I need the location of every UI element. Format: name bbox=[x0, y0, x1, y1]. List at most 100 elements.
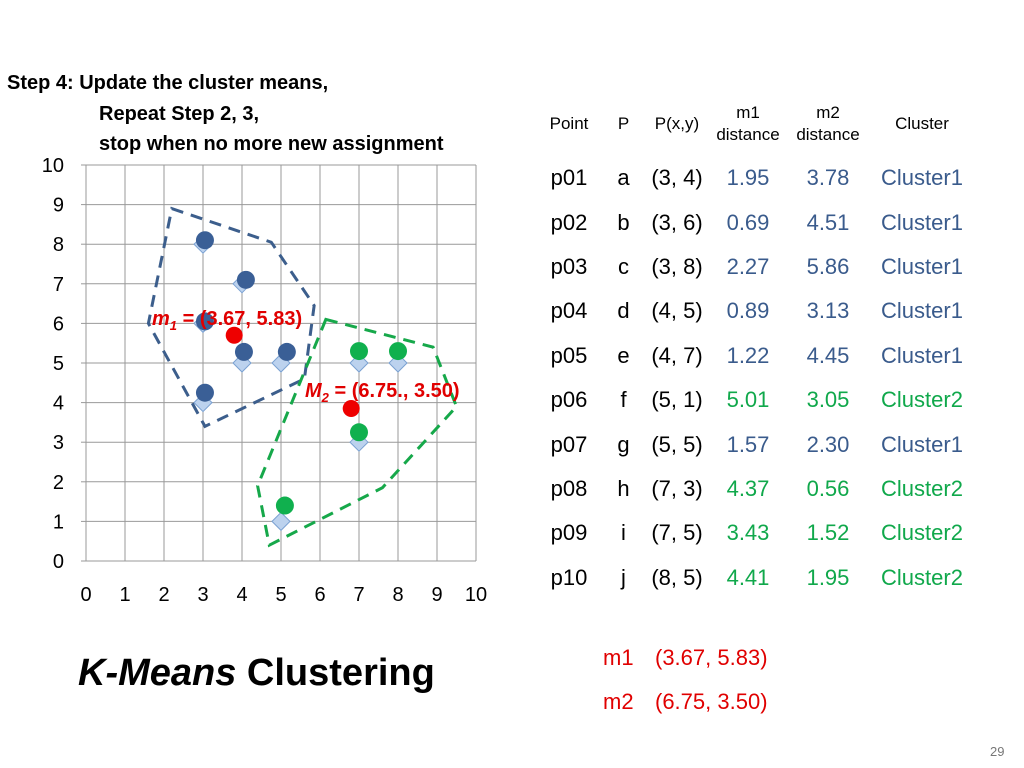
table-body: p01 a (3, 4) 1.95 3.78 Cluster1 p02 b (3, 6) 0.69… bbox=[537, 156, 976, 600]
cell-m2: 5.86 bbox=[806, 253, 850, 279]
step-heading: Step 4: Update the cluster means, Repeat… bbox=[7, 68, 444, 160]
cell-m1: 1.22 bbox=[726, 342, 770, 368]
cell-p: j bbox=[621, 564, 626, 590]
table-row: p10 j (8, 5) 4.41 1.95 Cluster2 bbox=[537, 556, 976, 600]
y-tick-label: 8 bbox=[53, 234, 64, 256]
x-tick-label: 9 bbox=[431, 584, 442, 606]
y-tick-label: 5 bbox=[53, 353, 64, 375]
x-tick-label: 6 bbox=[314, 584, 325, 606]
table-row: p08 h (7, 3) 4.37 0.56 Cluster2 bbox=[537, 467, 976, 511]
title-rest: Clustering bbox=[236, 652, 435, 694]
cell-m1: 0.89 bbox=[726, 298, 770, 324]
cluster2-point bbox=[275, 496, 294, 515]
cluster1-point bbox=[234, 342, 253, 361]
cluster-mean-point bbox=[342, 400, 360, 418]
cell-pxy: (7, 5) bbox=[651, 520, 703, 546]
table-row: p05 e (4, 7) 1.22 4.45 Cluster1 bbox=[537, 334, 976, 378]
cell-pxy: (3, 4) bbox=[651, 165, 703, 191]
cell-m2: 0.56 bbox=[806, 475, 850, 501]
table-row: p01 a (3, 4) 1.95 3.78 Cluster1 bbox=[537, 156, 976, 200]
cell-cluster: Cluster1 bbox=[881, 431, 963, 457]
table-row: p06 f (5, 1) 5.01 3.05 Cluster2 bbox=[537, 378, 976, 422]
means-list: m1 (3.67, 5.83) m2 (6.75, 3.50) bbox=[603, 636, 768, 724]
cluster1-point bbox=[195, 383, 214, 402]
title-italic: K-Means bbox=[78, 652, 237, 694]
cell-p: c bbox=[618, 253, 629, 279]
table-header-row: Point P P(x,y) m1 distance m2 distance Clu… bbox=[537, 92, 976, 156]
cell-point: p09 bbox=[550, 520, 588, 546]
cluster2-point bbox=[389, 342, 407, 361]
cell-point: p03 bbox=[550, 253, 588, 279]
cluster1-point bbox=[195, 312, 214, 331]
cell-m2: 3.78 bbox=[806, 165, 850, 191]
cell-cluster: Cluster2 bbox=[881, 387, 963, 413]
cell-p: g bbox=[617, 431, 630, 457]
x-tick-label: 2 bbox=[158, 584, 169, 606]
cluster2-point bbox=[350, 342, 368, 361]
cell-pxy: (8, 5) bbox=[651, 564, 703, 590]
cluster1-point bbox=[236, 270, 255, 289]
cell-point: p02 bbox=[550, 209, 588, 235]
x-tick-label: 5 bbox=[275, 584, 286, 606]
cell-m2: 2.30 bbox=[806, 431, 850, 457]
cluster1-boundary bbox=[146, 206, 316, 429]
cell-cluster: Cluster1 bbox=[881, 253, 963, 279]
step-heading-line1: Step 4: Update the cluster means, bbox=[7, 72, 329, 94]
table-row: p09 i (7, 5) 3.43 1.52 Cluster2 bbox=[537, 511, 976, 555]
y-tick-label: 4 bbox=[53, 393, 64, 415]
header-point: Point bbox=[549, 114, 589, 133]
cluster1-point bbox=[195, 231, 214, 250]
cell-p: f bbox=[620, 387, 627, 413]
cell-p: i bbox=[621, 520, 626, 546]
mean-annotation: M2 = (6.75., 3.50) bbox=[305, 380, 460, 405]
cell-pxy: (5, 5) bbox=[651, 431, 703, 457]
cell-pxy: (3, 6) bbox=[651, 209, 703, 235]
header-m2-distance: m2 distance bbox=[796, 103, 860, 144]
header-pxy: P(x,y) bbox=[654, 114, 700, 133]
cell-point: p05 bbox=[550, 342, 588, 368]
mean-value: (6.75, 3.50) bbox=[655, 689, 768, 714]
y-tick-label: 10 bbox=[42, 155, 64, 177]
cell-pxy: (4, 7) bbox=[651, 342, 703, 368]
page-number: 29 bbox=[990, 744, 1005, 759]
x-tick-label: 1 bbox=[119, 584, 130, 606]
cell-cluster: Cluster1 bbox=[881, 165, 963, 191]
cell-point: p06 bbox=[550, 387, 588, 413]
cell-m2: 4.45 bbox=[806, 342, 850, 368]
cell-m1: 4.37 bbox=[726, 475, 770, 501]
y-tick-label: 3 bbox=[53, 432, 64, 454]
x-tick-label: 7 bbox=[353, 584, 364, 606]
step-heading-line2: Repeat Step 2, 3, bbox=[99, 102, 260, 125]
mean-label: m1 bbox=[603, 645, 634, 670]
header-p: P bbox=[617, 114, 630, 133]
step-heading-line3: stop when no more new assignment bbox=[99, 133, 444, 155]
distance-table: Point P P(x,y) m1 distance m2 distance Clu… bbox=[537, 92, 976, 600]
cell-p: a bbox=[617, 165, 630, 191]
cell-point: p04 bbox=[550, 298, 588, 324]
cell-m1: 1.95 bbox=[726, 165, 770, 191]
cluster2-point bbox=[350, 423, 368, 442]
cell-m1: 2.27 bbox=[726, 253, 770, 279]
mean-label: m2 bbox=[603, 689, 634, 714]
mean-annotation-subscript: 1 bbox=[170, 318, 177, 333]
x-tick-label: 3 bbox=[197, 584, 208, 606]
cell-point: p01 bbox=[550, 165, 588, 191]
slide-title: K-Means Clustering bbox=[78, 652, 435, 695]
cell-m1: 5.01 bbox=[726, 387, 770, 413]
cell-m1: 3.43 bbox=[726, 520, 770, 546]
cell-p: e bbox=[617, 342, 630, 368]
cell-m1: 0.69 bbox=[726, 209, 770, 235]
mean-annotation-symbol: M bbox=[305, 380, 323, 402]
y-tick-label: 2 bbox=[53, 472, 64, 494]
cell-m1: 4.41 bbox=[726, 564, 770, 590]
mean-annotation: m1 = (3.67, 5.83) bbox=[152, 308, 302, 333]
cell-cluster: Cluster2 bbox=[881, 520, 963, 546]
cluster2-boundary bbox=[256, 317, 459, 548]
table-row: p04 d (4, 5) 0.89 3.13 Cluster1 bbox=[537, 289, 976, 333]
y-tick-label: 6 bbox=[53, 313, 64, 335]
cell-m2: 3.13 bbox=[806, 298, 850, 324]
table-row: p03 c (3, 8) 2.27 5.86 Cluster1 bbox=[537, 245, 976, 289]
data-point-diamond bbox=[271, 511, 291, 532]
mean-value: (3.67, 5.83) bbox=[655, 645, 768, 670]
